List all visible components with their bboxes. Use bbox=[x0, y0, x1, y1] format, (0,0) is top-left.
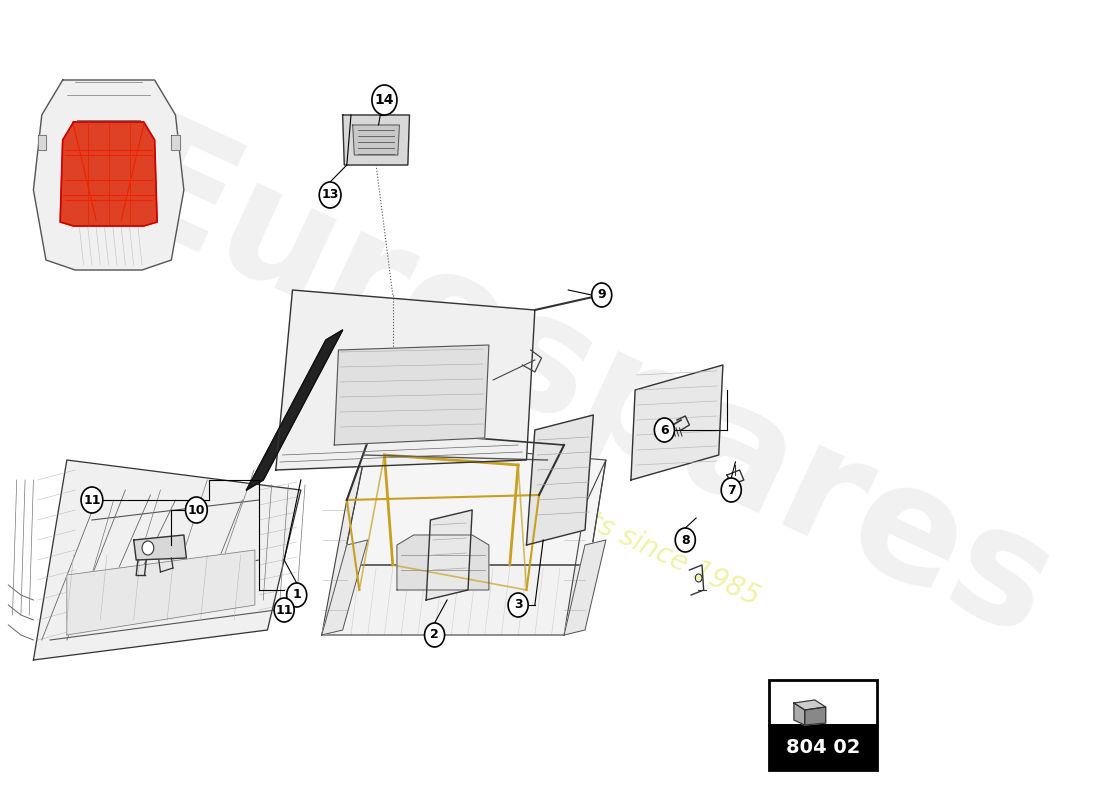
Text: 2: 2 bbox=[430, 629, 439, 642]
Text: a passion for parts since 1985: a passion for parts since 1985 bbox=[372, 409, 764, 611]
Polygon shape bbox=[67, 550, 255, 635]
Polygon shape bbox=[564, 460, 606, 635]
Polygon shape bbox=[342, 115, 409, 165]
Polygon shape bbox=[321, 565, 590, 635]
Circle shape bbox=[425, 623, 444, 647]
Polygon shape bbox=[60, 122, 157, 226]
Circle shape bbox=[81, 487, 102, 513]
Text: 7: 7 bbox=[727, 483, 736, 497]
Polygon shape bbox=[37, 135, 46, 150]
Text: 11: 11 bbox=[275, 603, 293, 617]
Polygon shape bbox=[527, 415, 593, 545]
Circle shape bbox=[186, 497, 207, 523]
Circle shape bbox=[722, 478, 741, 502]
Polygon shape bbox=[631, 365, 723, 480]
Circle shape bbox=[319, 182, 341, 208]
Polygon shape bbox=[321, 440, 367, 635]
Polygon shape bbox=[805, 707, 826, 725]
Polygon shape bbox=[564, 540, 606, 635]
Text: 11: 11 bbox=[84, 494, 101, 506]
Text: 3: 3 bbox=[514, 598, 522, 611]
Polygon shape bbox=[353, 125, 399, 155]
Polygon shape bbox=[334, 345, 488, 445]
Polygon shape bbox=[134, 535, 186, 560]
Polygon shape bbox=[321, 540, 367, 635]
Text: 13: 13 bbox=[321, 189, 339, 202]
Text: 14: 14 bbox=[375, 93, 394, 107]
Text: 9: 9 bbox=[597, 289, 606, 302]
Polygon shape bbox=[33, 460, 301, 660]
Text: 10: 10 bbox=[188, 503, 205, 517]
Polygon shape bbox=[342, 440, 606, 565]
Text: 804 02: 804 02 bbox=[786, 738, 860, 757]
Circle shape bbox=[675, 528, 695, 552]
Text: 8: 8 bbox=[681, 534, 690, 546]
Text: 1: 1 bbox=[293, 589, 301, 602]
Circle shape bbox=[287, 583, 307, 607]
FancyBboxPatch shape bbox=[769, 725, 878, 770]
Polygon shape bbox=[794, 703, 805, 725]
Polygon shape bbox=[426, 510, 472, 600]
Polygon shape bbox=[276, 290, 535, 470]
FancyBboxPatch shape bbox=[769, 680, 878, 725]
Polygon shape bbox=[172, 135, 179, 150]
Circle shape bbox=[372, 85, 397, 115]
Text: 6: 6 bbox=[660, 423, 669, 437]
Polygon shape bbox=[397, 535, 488, 590]
Polygon shape bbox=[33, 80, 184, 270]
Polygon shape bbox=[246, 330, 342, 490]
Circle shape bbox=[654, 418, 674, 442]
Circle shape bbox=[142, 541, 154, 555]
Circle shape bbox=[508, 593, 528, 617]
Text: Eurospares: Eurospares bbox=[95, 106, 1076, 674]
Polygon shape bbox=[794, 700, 826, 710]
Circle shape bbox=[274, 598, 294, 622]
Circle shape bbox=[592, 283, 612, 307]
